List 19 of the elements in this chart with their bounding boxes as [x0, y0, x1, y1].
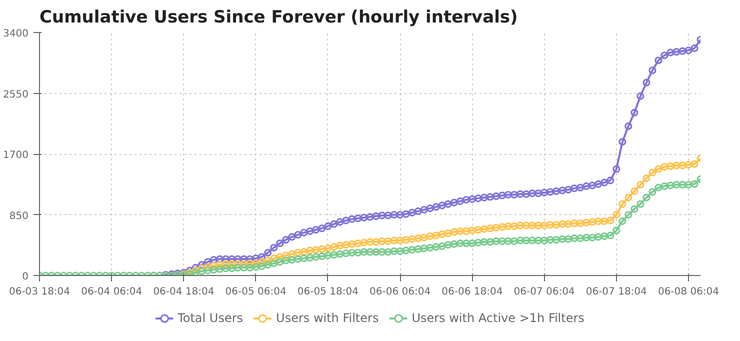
- y-tick-label: 2550: [3, 89, 29, 100]
- x-tick-label: 06-04 06:04: [81, 286, 142, 298]
- legend-label: Total Users: [178, 311, 244, 325]
- x-tick-label: 06-06 18:04: [442, 286, 503, 298]
- legend-label: Users with Active >1h Filters: [412, 311, 584, 325]
- chart-title: Cumulative Users Since Forever (hourly intervals): [40, 8, 518, 28]
- x-tick-label: 06-07 06:04: [514, 286, 575, 298]
- y-tick-label: 850: [9, 210, 29, 222]
- x-tick-label: 06-08 06:04: [658, 286, 720, 298]
- legend-label: Users with Filters: [276, 311, 379, 325]
- x-tick-label: 06-06 06:04: [370, 286, 431, 298]
- x-tick-label: 06-04 18:04: [153, 286, 214, 298]
- x-tick-label: 06-07 18:04: [586, 286, 647, 298]
- x-tick-label: 06-05 18:04: [297, 286, 358, 298]
- x-tick-label: 06-05 06:04: [225, 286, 286, 298]
- x-tick-label: 06-03 18:04: [8, 286, 70, 298]
- y-tick-label: 3400: [3, 28, 29, 40]
- y-tick-label: 1700: [3, 150, 29, 161]
- y-tick-label: 0: [22, 272, 29, 282]
